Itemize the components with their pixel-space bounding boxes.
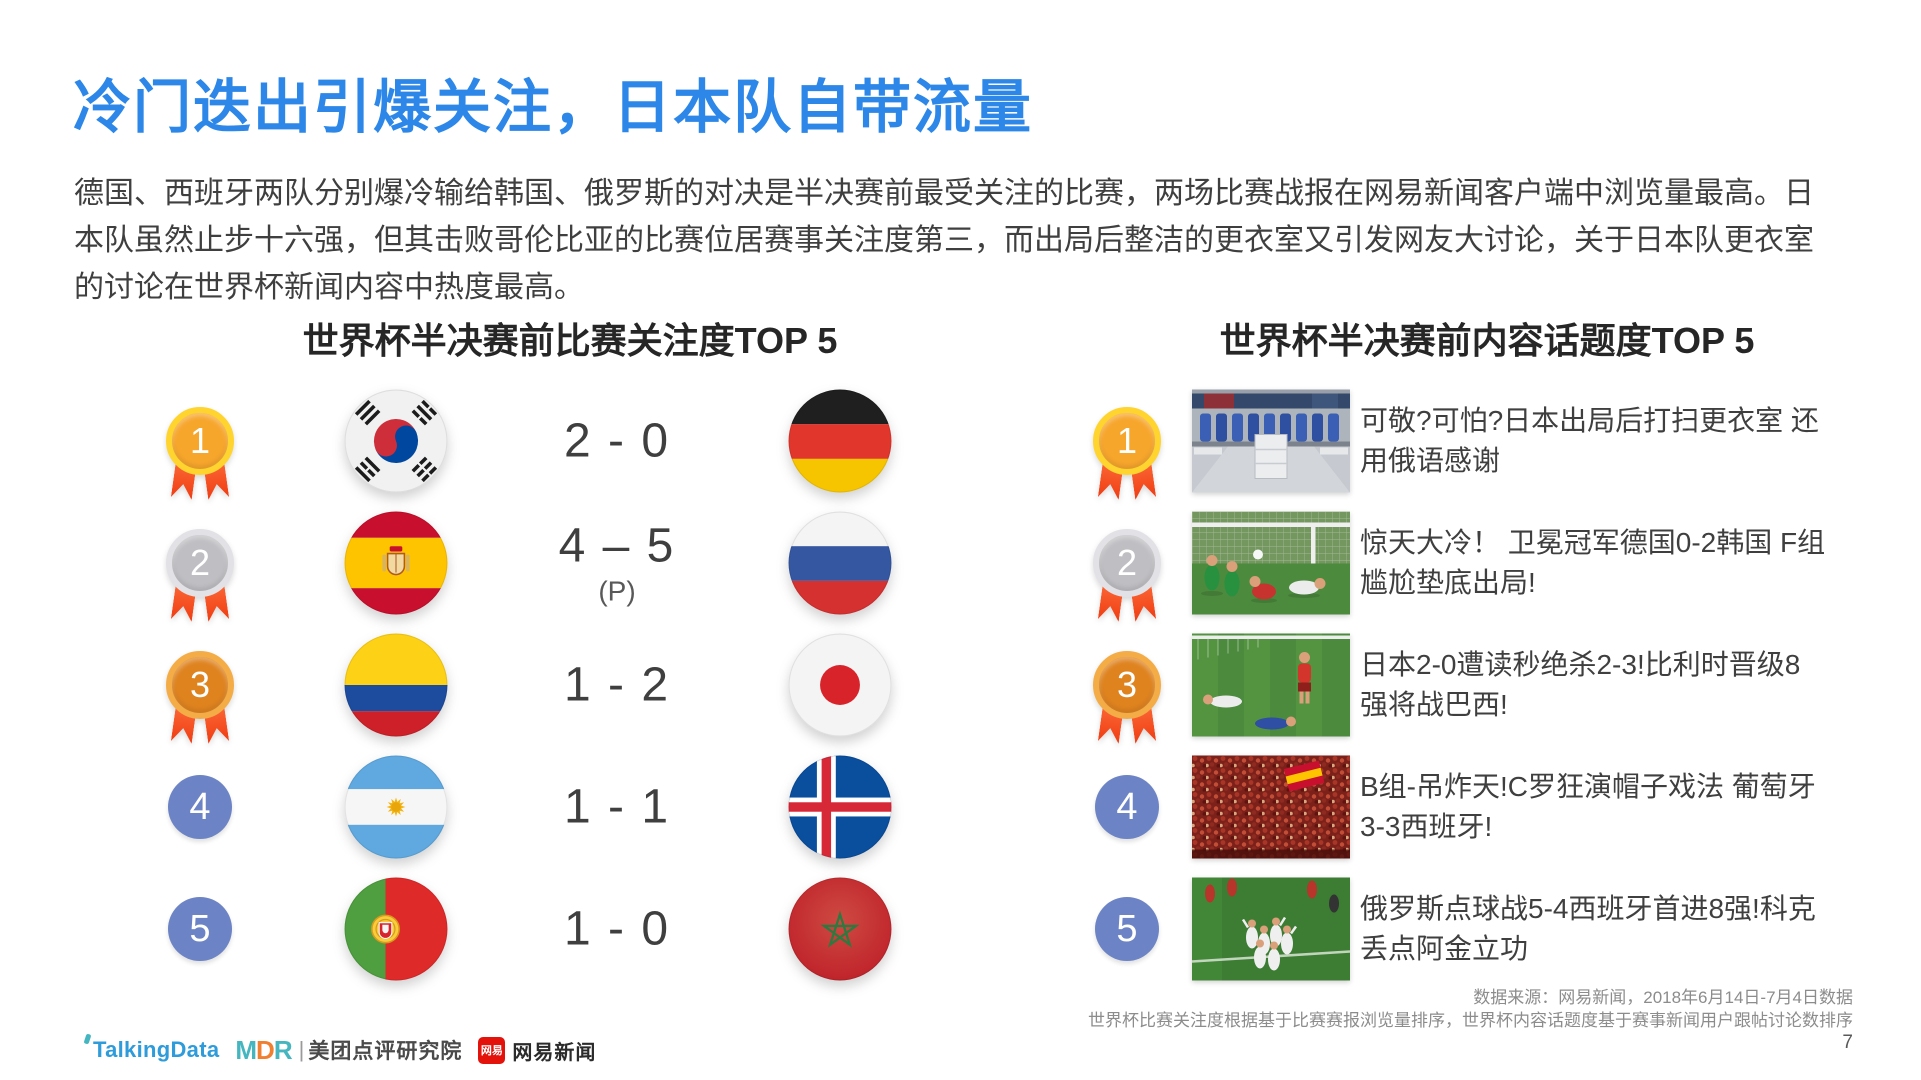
page-title: 冷门迭出引爆关注，日本队自带流量 <box>73 75 1034 140</box>
rank-3-medal: 3 <box>166 651 268 787</box>
rank-4-badge: 4 <box>1095 775 1191 871</box>
score: 4 – 5 (P) <box>497 519 737 608</box>
match-row-2: 2 4 <box>140 502 920 624</box>
news-headline: 可敬?可怕?日本出局后打扫更衣室 还 用俄语感谢 <box>1360 405 1819 476</box>
flag-japan <box>788 633 893 738</box>
intro-line: 德国、西班牙两队分别爆冷输给韩国、俄罗斯的对决是半决赛前最受关注的比赛，两场比赛… <box>74 177 1814 210</box>
thumbnail-japan-belgium-match <box>1192 633 1350 737</box>
rank-2-medal: 2 <box>166 529 268 665</box>
left-panel-title: 世界杯半决赛前比赛关注度TOP 5 <box>302 320 838 361</box>
match-row-3: 3 1 - 2 <box>140 624 920 746</box>
news-headline: 俄罗斯点球战5-4西班牙首进8强!科克 丢点阿金立功 <box>1360 893 1816 964</box>
talkingdata-logo: TalkingData <box>83 1033 219 1063</box>
thumbnail-locker-room <box>1192 389 1350 493</box>
divider: | <box>298 1037 305 1062</box>
right-panel-title: 世界杯半决赛前内容话题度TOP 5 <box>1219 320 1755 361</box>
flag-argentina <box>344 755 449 860</box>
rank-number: 2 <box>166 529 234 597</box>
match-row-5: 5 1 - 0 <box>140 868 920 990</box>
rank-number: 5 <box>1095 897 1159 961</box>
rank-4-badge: 4 <box>168 775 264 871</box>
score: 1 - 1 <box>563 780 671 834</box>
news-headline: 日本2-0遭读秒绝杀2-3!比利时晋级8 强将战巴西! <box>1360 649 1801 720</box>
news-headline: B组-吊炸天!C罗狂演帽子戏法 葡萄牙 3-3西班牙! <box>1360 771 1816 842</box>
rank-number: 1 <box>166 407 234 475</box>
thumbnail-portugal-spain-crowd <box>1192 755 1350 859</box>
match-row-1: 1 <box>140 380 920 502</box>
news-row-1: 1 <box>1080 380 1890 502</box>
footer-logos: TalkingData M D R | 美团点评研究院 网易 网易新闻 <box>83 1033 596 1066</box>
flag-spain <box>344 511 449 616</box>
rank-5-badge: 5 <box>168 897 264 993</box>
rank-1-medal: 1 <box>166 407 268 543</box>
rank-2-medal: 2 <box>1093 529 1195 665</box>
flag-south-korea <box>344 389 449 494</box>
match-row-4: 4 1 - 1 <box>140 746 920 868</box>
mdr-meituan-dianping-logo: M D R | 美团点评研究院 <box>235 1034 463 1065</box>
flag-colombia <box>344 633 449 738</box>
standing-red-player <box>1298 652 1311 704</box>
penalty-note: (P) <box>598 575 636 607</box>
netease-news-logo: 网易 网易新闻 <box>478 1036 596 1065</box>
intro-line: 本队虽然止步十六强，但其击败哥伦比亚的比赛位居赛事关注度第三，而出局后整洁的更衣… <box>74 224 1814 257</box>
rank-number: 4 <box>1095 775 1159 839</box>
flag-iceland <box>788 755 893 860</box>
flag-germany <box>788 389 893 494</box>
rank-number: 2 <box>1093 529 1161 597</box>
flag-portugal <box>344 877 449 982</box>
news-row-5: 5 <box>1080 868 1890 990</box>
rank-number: 3 <box>166 651 234 719</box>
flag-russia <box>788 511 893 616</box>
score: 1 - 0 <box>563 902 671 956</box>
flag-morocco <box>788 877 893 982</box>
intro-line: 的讨论在世界杯新闻内容中热度最高。 <box>74 271 584 304</box>
data-source-note: 数据来源：网易新闻，2018年6月14日-7月4日数据 世界杯比赛关注度根据基于… <box>1088 988 1853 1030</box>
news-headline: 惊天大冷！ 卫冕冠军德国0-2韩国 F组 尴尬垫底出局! <box>1360 527 1826 598</box>
rank-number: 1 <box>1093 407 1161 475</box>
talkingdata-tick-icon <box>83 1033 92 1045</box>
rank-5-badge: 5 <box>1095 897 1191 993</box>
spain-crest <box>382 546 410 576</box>
score: 1 - 2 <box>563 658 671 712</box>
netease-icon: 网易 <box>478 1036 506 1064</box>
page-number: 7 <box>1842 1032 1853 1053</box>
rank-number: 5 <box>168 897 232 961</box>
thumbnail-russia-celebration <box>1191 877 1351 981</box>
news-row-3: 3 日本2-0遭读秒绝杀2-3 <box>1080 624 1890 746</box>
intro-paragraph: 德国、西班牙两队分别爆冷输给韩国、俄罗斯的对决是半决赛前最受关注的比赛，两场比赛… <box>74 170 1874 311</box>
thumbnail-germany-korea-match <box>1192 511 1350 615</box>
rank-number: 3 <box>1093 651 1161 719</box>
score: 2 - 0 <box>563 414 671 468</box>
rank-3-medal: 3 <box>1093 651 1195 787</box>
news-row-2: 2 惊天大冷！ 卫冕冠军德国0-2韩国 F组 <box>1080 502 1890 624</box>
rank-1-medal: 1 <box>1093 407 1195 543</box>
rank-number: 4 <box>168 775 232 839</box>
news-row-4: 4 B组-吊炸天!C罗狂演帽子戏法 <box>1080 746 1890 868</box>
